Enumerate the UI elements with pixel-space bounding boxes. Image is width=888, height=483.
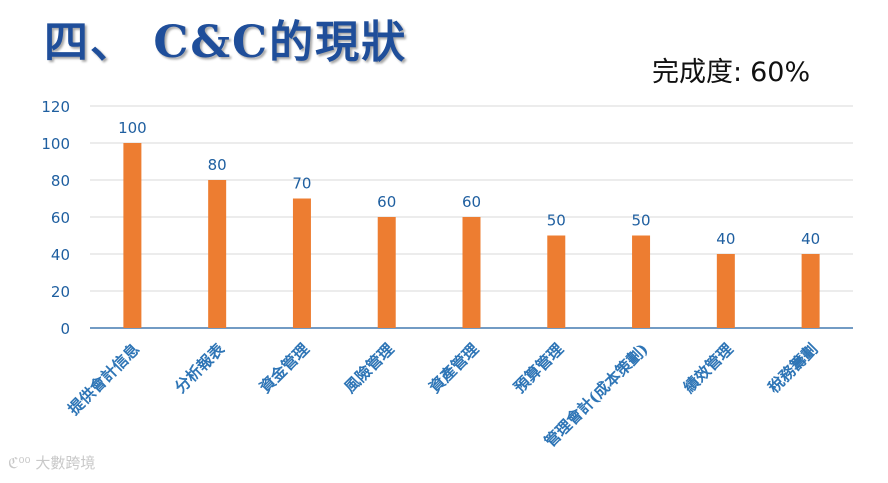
bar (547, 235, 566, 328)
completion-value: 60% (750, 57, 811, 88)
category-label: 提供會計信息 (64, 339, 144, 419)
category-label: 資金管理 (255, 339, 313, 397)
bar (716, 254, 735, 328)
category-label: 風險管理 (340, 339, 398, 397)
data-label: 80 (208, 156, 227, 174)
y-tick-label: 20 (51, 283, 70, 301)
data-labels: 100 80 70 60 60 50 50 40 40 (118, 119, 820, 248)
y-tick-label: 120 (41, 98, 70, 116)
bar (208, 180, 227, 328)
bar (377, 217, 396, 328)
bar (632, 235, 651, 328)
y-tick-label: 60 (51, 209, 70, 227)
y-axis-labels: 0 20 40 60 80 100 120 (41, 98, 70, 338)
watermark-text: 大數跨境 (35, 454, 96, 472)
category-label: 預算管理 (510, 339, 568, 397)
data-label: 40 (716, 230, 735, 248)
category-label: 稅務籌劃 (764, 339, 821, 396)
data-label: 60 (462, 193, 481, 211)
category-label: 績效管理 (679, 339, 737, 397)
data-label: 40 (801, 230, 820, 248)
y-tick-label: 0 (60, 320, 70, 338)
bars (123, 143, 820, 328)
watermark: ℭ⁰⁰ 大數跨境 (8, 452, 95, 473)
bar (801, 254, 820, 328)
y-tick-label: 40 (51, 246, 70, 264)
data-label: 50 (632, 212, 651, 230)
data-label: 50 (547, 212, 566, 230)
category-label: 分析報表 (171, 339, 229, 397)
data-label: 60 (377, 193, 396, 211)
completion-indicator: 完成度: 60% (652, 50, 810, 89)
data-label: 70 (292, 175, 311, 193)
category-label: 資產管理 (425, 339, 483, 397)
y-tick-label: 80 (51, 172, 70, 190)
logo-icon: ℭ⁰⁰ (8, 454, 31, 472)
bar (123, 143, 142, 328)
bar (462, 217, 481, 328)
y-tick-label: 100 (41, 135, 70, 153)
bar (292, 198, 311, 328)
page-title: 四、 C&C的現狀 (44, 17, 408, 68)
completion-label: 完成度: (652, 57, 743, 88)
data-label: 100 (118, 119, 147, 137)
